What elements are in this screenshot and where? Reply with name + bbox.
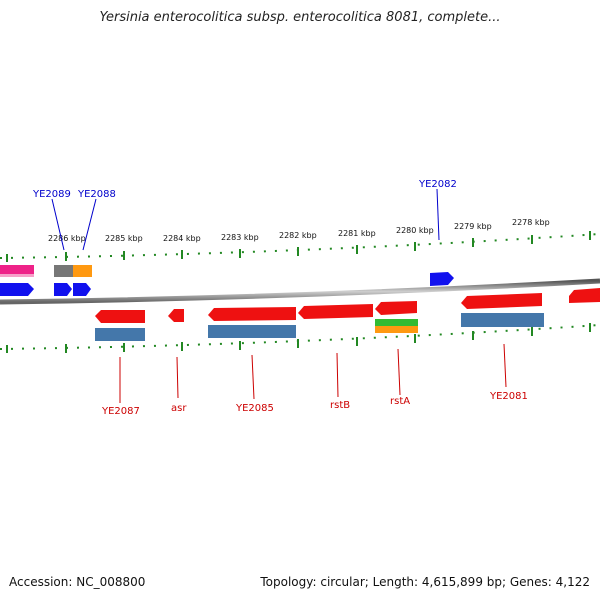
label-leader-line	[503, 343, 507, 388]
gene-feature[interactable]	[54, 283, 72, 296]
bottom-strand-genes	[95, 293, 544, 341]
label-leader-line	[397, 348, 401, 396]
gene-label[interactable]: rstB	[330, 400, 350, 411]
label-leader-line	[336, 352, 339, 398]
ruler-bottom	[0, 324, 600, 350]
gene-feature[interactable]	[461, 313, 544, 327]
label-leader-line	[436, 188, 440, 241]
kbp-label: 2280 kbp	[396, 226, 434, 235]
label-leader-line	[251, 354, 255, 400]
kbp-label: 2279 kbp	[454, 222, 492, 231]
label-leader-line	[176, 356, 179, 399]
gene-label[interactable]: YE2087	[101, 406, 140, 417]
gene-label[interactable]: YE2088	[77, 189, 116, 200]
gene-label[interactable]: YE2082	[418, 179, 457, 190]
ruler-top-major-ticks	[6, 231, 591, 262]
gene-feature[interactable]	[375, 319, 418, 326]
gene-feature[interactable]	[375, 326, 418, 333]
gene-feature[interactable]	[168, 309, 184, 322]
label-leader-line	[51, 198, 65, 251]
kbp-label: 2281 kbp	[338, 229, 376, 238]
gene-feature[interactable]	[461, 293, 542, 309]
gene-label[interactable]: rstA	[390, 396, 410, 407]
gene-feature[interactable]	[95, 310, 145, 323]
top-strand-genes	[0, 265, 600, 303]
kbp-label: 2278 kbp	[512, 218, 550, 227]
genome-title: Yersinia enterocolitica subsp. enterocol…	[99, 10, 501, 25]
kbp-label: 2286 kbp	[48, 234, 86, 243]
gene-feature[interactable]	[298, 304, 373, 319]
gene-feature[interactable]	[95, 328, 145, 341]
kbp-label: 2283 kbp	[221, 233, 259, 242]
genome-info-text: Topology: circular; Length: 4,615,899 bp…	[260, 575, 590, 589]
gene-feature[interactable]	[0, 274, 34, 277]
genome-backbone	[0, 278, 600, 305]
kbp-label: 2285 kbp	[105, 234, 143, 243]
accession-text: Accession: NC_008800	[9, 575, 146, 589]
gene-feature[interactable]	[375, 301, 417, 315]
gene-feature[interactable]	[54, 265, 73, 277]
gene-label[interactable]: YE2081	[489, 391, 528, 402]
gene-label[interactable]: asr	[171, 403, 187, 414]
gene-label[interactable]: YE2089	[32, 189, 71, 200]
label-leader-line	[82, 198, 97, 251]
gene-feature[interactable]	[73, 265, 92, 277]
gene-label[interactable]: YE2085	[235, 403, 274, 414]
gene-feature[interactable]	[430, 272, 454, 286]
kbp-label: 2282 kbp	[279, 231, 317, 240]
ruler-bottom-major-ticks	[6, 323, 591, 353]
gene-feature[interactable]	[569, 288, 600, 303]
gene-feature[interactable]	[0, 283, 34, 296]
kbp-label: 2284 kbp	[163, 234, 201, 243]
gene-feature[interactable]	[208, 307, 296, 321]
gene-feature[interactable]	[208, 325, 296, 338]
gene-feature[interactable]	[73, 283, 91, 296]
